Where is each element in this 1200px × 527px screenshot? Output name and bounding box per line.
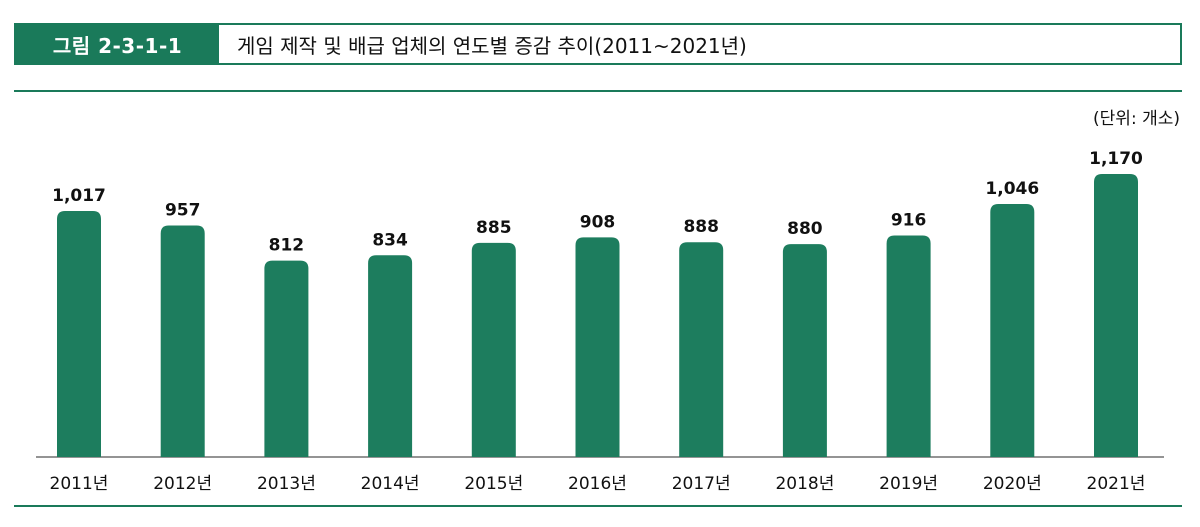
x-tick-label: 2020년 bbox=[983, 474, 1042, 494]
bar-2021년 bbox=[1094, 174, 1138, 457]
data-label: 812 bbox=[269, 236, 305, 256]
unit-label: (단위: 개소) bbox=[1093, 109, 1180, 129]
data-label: 888 bbox=[683, 217, 719, 237]
bar-2018년 bbox=[782, 244, 827, 457]
bar-2019년 bbox=[886, 235, 931, 457]
x-tick-label: 2015년 bbox=[464, 474, 523, 494]
data-label: 916 bbox=[891, 210, 927, 230]
x-tick-label: 2017년 bbox=[672, 474, 731, 494]
x-tick-label: 2021년 bbox=[1087, 474, 1146, 494]
bar-2013년 bbox=[264, 260, 309, 457]
bar-2015년 bbox=[471, 242, 516, 457]
data-label: 1,046 bbox=[985, 179, 1039, 199]
bottom-divider bbox=[14, 505, 1182, 507]
x-tick-label: 2013년 bbox=[257, 474, 316, 494]
data-label: 957 bbox=[165, 201, 201, 221]
x-tick-label: 2016년 bbox=[568, 474, 627, 494]
bar-2012년 bbox=[160, 225, 205, 457]
data-label: 1,017 bbox=[52, 186, 106, 206]
x-tick-label: 2012년 bbox=[153, 474, 212, 494]
x-tick-label: 2014년 bbox=[361, 474, 420, 494]
x-tick-label: 2018년 bbox=[775, 474, 834, 494]
bar-2020년 bbox=[990, 203, 1035, 457]
x-tick-label: 2019년 bbox=[879, 474, 938, 494]
figure-number: 그림 2-3-1-1 bbox=[16, 25, 219, 63]
bar-2011년 bbox=[57, 211, 101, 457]
figure-header: 그림 2-3-1-1 게임 제작 및 배급 업체의 연도별 증감 추이(2011… bbox=[14, 23, 1182, 65]
figure-title: 게임 제작 및 배급 업체의 연도별 증감 추이(2011~2021년) bbox=[237, 33, 747, 58]
data-label: 1,170 bbox=[1089, 149, 1143, 169]
data-label: 908 bbox=[580, 212, 616, 232]
data-label: 880 bbox=[787, 219, 823, 239]
data-label: 885 bbox=[476, 218, 512, 238]
x-tick-label: 2011년 bbox=[50, 474, 109, 494]
top-divider bbox=[14, 90, 1182, 92]
bar-2014년 bbox=[368, 255, 413, 457]
bar-2016년 bbox=[575, 237, 620, 457]
bar-2017년 bbox=[679, 242, 724, 457]
data-label: 834 bbox=[372, 230, 408, 250]
